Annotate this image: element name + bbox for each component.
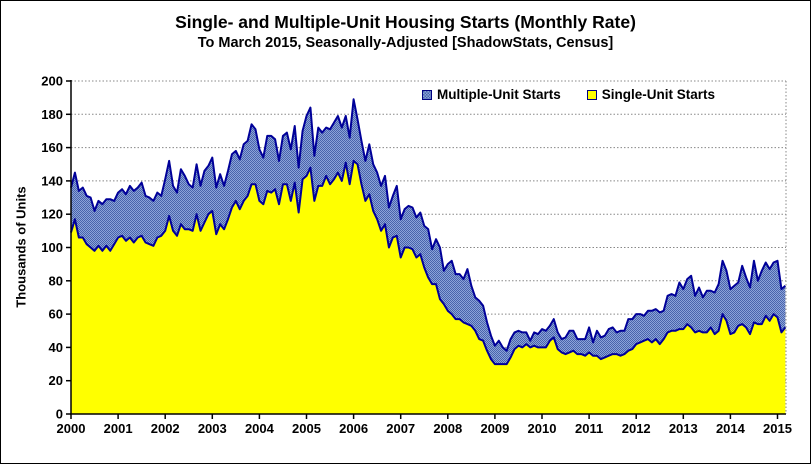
- legend-label-single-unit: Single-Unit Starts: [601, 87, 716, 102]
- legend-item-single-unit: Single-Unit Starts: [586, 87, 716, 102]
- legend-label-multiple-unit: Multiple-Unit Starts: [437, 87, 561, 102]
- svg-text:2014: 2014: [716, 421, 746, 436]
- svg-text:2010: 2010: [528, 421, 557, 436]
- svg-text:2011: 2011: [575, 421, 603, 436]
- axes: [66, 80, 786, 419]
- single-unit-swatch-icon: [586, 89, 597, 100]
- y-axis-title: Thousands of Units: [13, 186, 29, 308]
- svg-text:2004: 2004: [245, 421, 275, 436]
- svg-text:2000: 2000: [57, 421, 86, 436]
- svg-text:2008: 2008: [433, 421, 462, 436]
- legend: Multiple-Unit Starts Single-Unit Starts: [422, 87, 715, 102]
- svg-text:2013: 2013: [669, 421, 698, 436]
- svg-text:2009: 2009: [480, 421, 509, 436]
- svg-text:2002: 2002: [151, 421, 180, 436]
- svg-text:2007: 2007: [386, 421, 415, 436]
- svg-text:2015: 2015: [763, 421, 792, 436]
- svg-text:2005: 2005: [292, 421, 321, 436]
- svg-text:40: 40: [49, 340, 63, 355]
- series-outlines: [70, 98, 787, 366]
- legend-item-multiple-unit: Multiple-Unit Starts: [422, 87, 561, 102]
- svg-text:2001: 2001: [104, 421, 133, 436]
- svg-text:120: 120: [41, 207, 63, 222]
- svg-text:2006: 2006: [339, 421, 368, 436]
- svg-text:80: 80: [49, 273, 63, 288]
- svg-text:0: 0: [56, 407, 63, 422]
- axis-tick-labels: 0 20 40 60 80 100 120 140 160 180 200 2000 2001 2002 2…: [41, 74, 792, 437]
- chart-title: Single- and Multiple-Unit Housing Starts…: [175, 12, 636, 32]
- svg-text:60: 60: [49, 307, 63, 322]
- svg-text:140: 140: [41, 173, 63, 188]
- chart-subtitle: To March 2015, Seasonally-Adjusted [Shad…: [197, 35, 614, 51]
- svg-text:2003: 2003: [198, 421, 227, 436]
- svg-text:100: 100: [41, 240, 63, 255]
- svg-text:180: 180: [41, 107, 63, 122]
- svg-text:2012: 2012: [622, 421, 651, 436]
- svg-text:20: 20: [49, 373, 63, 388]
- svg-text:200: 200: [41, 74, 63, 89]
- multiple-unit-swatch-icon: [422, 89, 432, 100]
- svg-text:160: 160: [41, 140, 63, 155]
- area-series: [71, 99, 786, 414]
